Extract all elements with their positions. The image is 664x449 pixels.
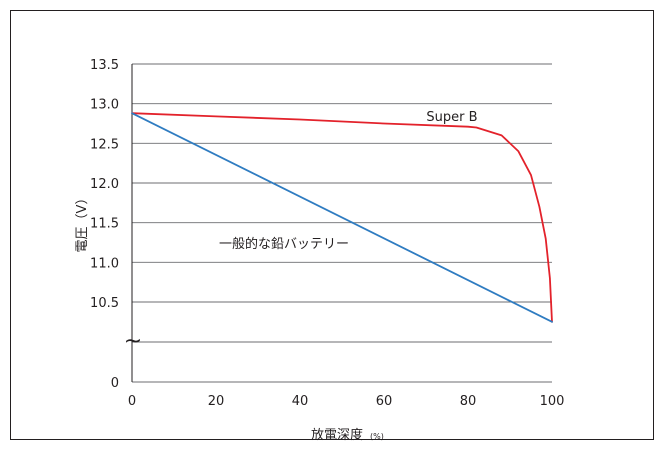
y-tick-label: 0 — [111, 376, 119, 391]
y-tick-label: 12.5 — [90, 137, 119, 152]
tick-labels: 0 10.5 11.0 11.5 12.0 12.5 13.0 13.5 0 20 40 60 80 10… — [90, 58, 564, 409]
x-tick-label: 40 — [292, 394, 309, 409]
y-tick-label: 10.5 — [90, 296, 119, 311]
x-tick-label: 20 — [208, 394, 225, 409]
axis-break-symbol: ~ — [124, 329, 142, 354]
series-line — [131, 112, 553, 323]
y-axis-label: 電圧（V） — [75, 192, 90, 253]
series-label-lead-acid: 一般的な鉛バッテリー — [219, 236, 349, 252]
x-tick-label: 100 — [540, 394, 565, 409]
x-tick-label: 80 — [460, 394, 477, 409]
grid-lines — [132, 63, 552, 383]
y-tick-label: 11.5 — [90, 217, 119, 232]
x-tick-label: 0 — [128, 394, 136, 409]
series-line — [131, 112, 553, 323]
chart-border — [10, 10, 654, 440]
series-label-super-b: Super B — [426, 110, 477, 125]
axes: ~ — [124, 64, 142, 382]
y-tick-label: 12.0 — [90, 177, 119, 192]
y-tick-label: 13.5 — [90, 58, 119, 73]
x-axis-unit: (%) — [370, 432, 384, 441]
chart-labels: Super B 一般的な鉛バッテリー 電圧（V） 放電深度 (%) — [75, 110, 478, 443]
x-tick-label: 60 — [376, 394, 393, 409]
series-group — [131, 112, 553, 323]
x-axis-label: 放電深度 — [311, 427, 363, 443]
y-tick-label: 11.0 — [90, 256, 119, 271]
y-tick-label: 13.0 — [90, 98, 119, 113]
